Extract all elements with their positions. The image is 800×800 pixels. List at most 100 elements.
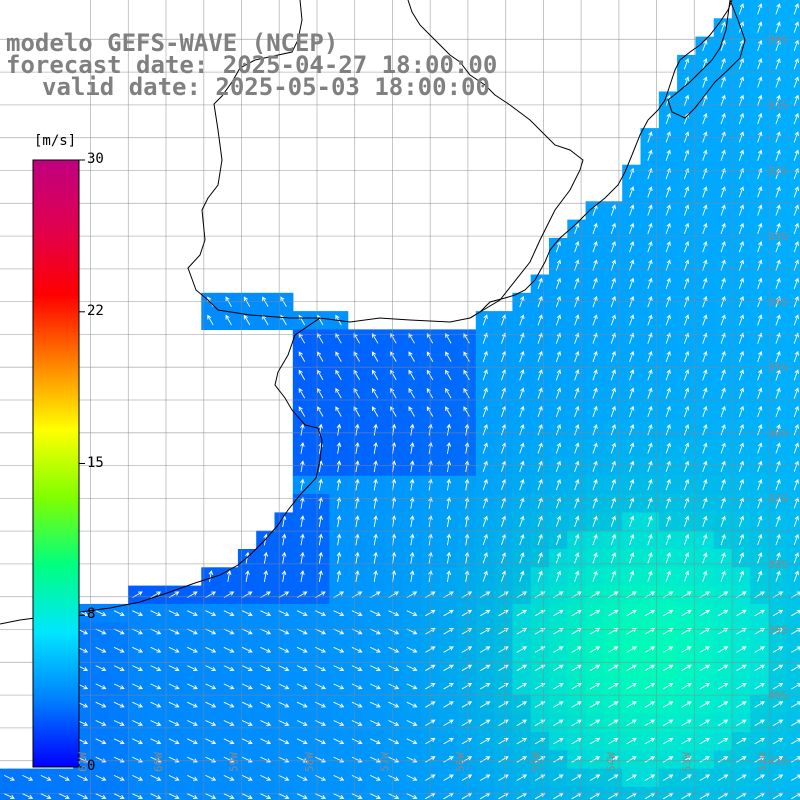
wind-arrow (608, 774, 619, 781)
wind-arrow (461, 756, 473, 763)
wind-arrow (241, 683, 253, 690)
wind-arrow (300, 460, 305, 473)
field-cell (786, 109, 800, 129)
wind-arrow (720, 314, 726, 326)
wind-arrow (757, 277, 763, 289)
wind-arrow (537, 424, 543, 436)
wind-arrow (409, 551, 415, 564)
field-cell (786, 530, 800, 550)
field-cell (786, 219, 800, 239)
wind-arrow (772, 719, 784, 726)
wind-arrow (168, 793, 180, 800)
wind-arrow (406, 774, 418, 781)
wind-arrow (754, 756, 766, 763)
wind-arrow (793, 3, 799, 15)
wind-arrow (629, 387, 635, 399)
wind-arrow (720, 149, 726, 161)
wind-arrow (463, 406, 470, 417)
wind-arrow (317, 332, 324, 344)
wind-arrow (681, 664, 692, 672)
wind-arrow (132, 774, 144, 781)
wind-arrow (793, 58, 799, 70)
wind-arrow (757, 350, 763, 363)
wind-arrow (150, 665, 162, 671)
field-cell (786, 347, 800, 367)
wind-arrow (738, 533, 745, 546)
wind-arrow (647, 460, 653, 472)
wind-arrow (223, 793, 235, 800)
wind-arrow (260, 720, 272, 726)
wind-arrow (388, 738, 400, 745)
wind-arrow (793, 478, 799, 491)
wind-arrow (351, 610, 363, 617)
wind-arrow (793, 332, 799, 344)
wind-arrow (574, 277, 580, 289)
wind-arrow (775, 387, 781, 399)
wind-arrow (205, 720, 217, 726)
wind-arrow (793, 21, 799, 33)
wind-arrow (647, 241, 653, 253)
wind-arrow (647, 369, 653, 381)
wind-arrow (626, 683, 637, 690)
wind-arrow (793, 39, 799, 52)
field-cell (786, 585, 800, 605)
wind-arrow (738, 21, 745, 33)
wind-arrow (336, 570, 342, 582)
wind-arrow (738, 552, 745, 564)
wind-arrow (589, 701, 601, 708)
wind-arrow (757, 241, 763, 253)
wind-arrow (592, 387, 598, 399)
wind-arrow (77, 793, 89, 800)
wind-arrow (702, 515, 708, 527)
wind-arrow (351, 646, 363, 653)
wind-arrow (406, 720, 418, 726)
wind-arrow (336, 496, 342, 509)
wind-arrow (720, 332, 726, 344)
wind-arrow (537, 515, 543, 527)
wind-arrow (463, 369, 470, 381)
wind-arrow (318, 570, 323, 582)
wind-arrow (95, 793, 107, 800)
wind-arrow (300, 551, 305, 564)
wind-arrow (754, 701, 766, 708)
wind-arrow (519, 369, 525, 381)
wind-arrow (738, 515, 745, 527)
wind-arrow (662, 609, 674, 617)
wind-arrow (699, 737, 711, 745)
wind-arrow (113, 774, 125, 781)
wind-arrow (113, 738, 125, 745)
wind-arrow (610, 570, 616, 582)
wind-arrow (592, 350, 598, 363)
wind-arrow (553, 664, 564, 672)
wind-arrow (370, 665, 381, 671)
wind-arrow (445, 406, 452, 417)
wind-arrow (406, 665, 418, 671)
wind-arrow (702, 350, 708, 363)
wind-arrow (317, 406, 324, 417)
wind-arrow (629, 332, 635, 344)
wind-arrow (720, 515, 726, 527)
wind-arrow (647, 405, 653, 418)
wind-arrow (592, 222, 598, 235)
wind-arrow (610, 424, 616, 436)
wind-arrow (699, 719, 711, 726)
wind-arrow (793, 149, 799, 161)
wind-arrow (241, 793, 253, 800)
wind-arrow (336, 478, 342, 491)
wind-arrow (445, 387, 452, 399)
wind-arrow (241, 646, 253, 653)
wind-arrow (519, 478, 525, 491)
lat-label: 40S (768, 689, 788, 702)
wind-arrow (446, 570, 452, 582)
wind-arrow (665, 570, 671, 582)
wind-arrow (647, 552, 653, 564)
wind-arrow (662, 664, 674, 672)
field-cell (786, 512, 800, 532)
wind-arrow (683, 369, 690, 381)
wind-arrow (461, 737, 473, 745)
title-forecast-date: forecast date: 2025-04-27 18:00:00 (6, 51, 498, 79)
wind-arrow (373, 533, 378, 546)
wind-arrow (205, 793, 217, 800)
wind-arrow (738, 131, 745, 143)
wind-arrow (775, 332, 781, 344)
